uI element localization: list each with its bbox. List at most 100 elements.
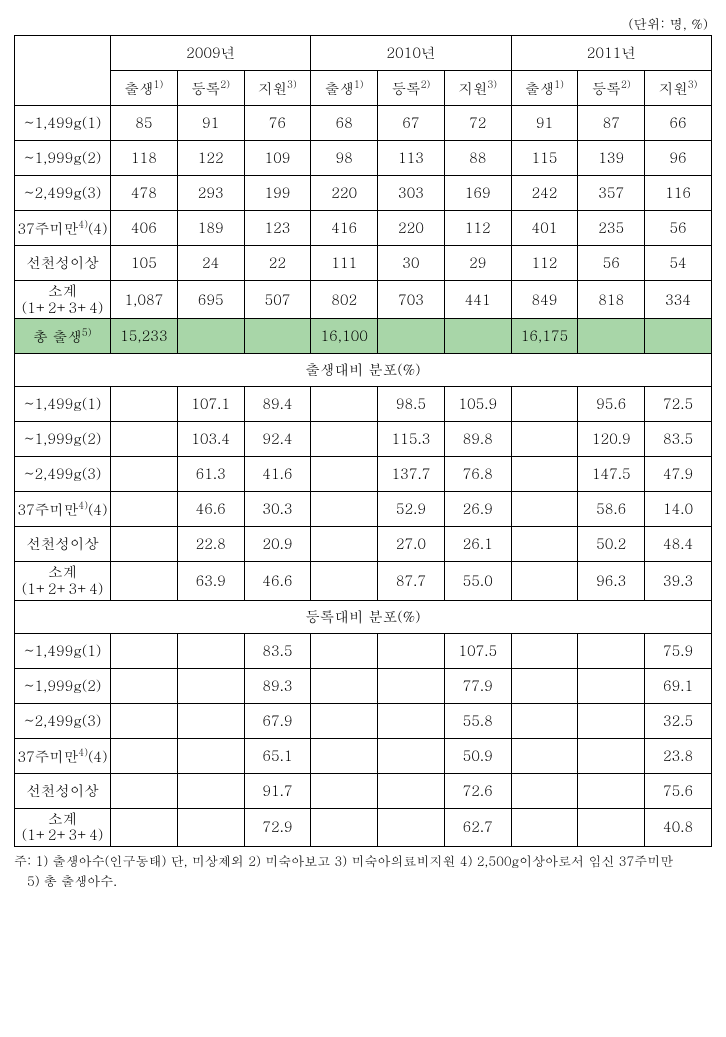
- footnote-line: 5) 총 출생아수.: [27, 871, 117, 890]
- cell: 189: [177, 211, 244, 246]
- cell: 41.6: [244, 457, 311, 492]
- table-row: ~2,499g(3) 61.3 41.6 137.7 76.8 147.5 47…: [15, 457, 712, 492]
- col-reg: 등록2): [378, 71, 445, 106]
- cell: [311, 633, 378, 668]
- cell: [378, 668, 445, 703]
- header-year: 2011년: [511, 36, 711, 71]
- cell: 112: [444, 211, 511, 246]
- cell: 92.4: [244, 422, 311, 457]
- cell: 76: [244, 106, 311, 141]
- header-year: 2009년: [111, 36, 311, 71]
- cell: 72: [444, 106, 511, 141]
- cell: [177, 668, 244, 703]
- cell: 72.5: [645, 387, 712, 422]
- cell: 147.5: [578, 457, 645, 492]
- col-sup: 지원3): [244, 71, 311, 106]
- table-row: 선천성이상 91.7 72.6 75.6: [15, 773, 712, 808]
- row-label: 선천성이상: [15, 773, 111, 808]
- cell: 26.9: [444, 492, 511, 527]
- row-label: ~2,499g(3): [15, 457, 111, 492]
- cell: 169: [444, 176, 511, 211]
- cell: [177, 773, 244, 808]
- header-year: 2010년: [311, 36, 511, 71]
- cell: 69.1: [645, 668, 712, 703]
- cell: 695: [177, 281, 244, 319]
- cell: 139: [578, 141, 645, 176]
- cell: 67: [378, 106, 445, 141]
- cell: 58.6: [578, 492, 645, 527]
- cell: 818: [578, 281, 645, 319]
- cell: 849: [511, 281, 578, 319]
- cell: 91: [511, 106, 578, 141]
- cell: 85: [111, 106, 178, 141]
- col-birth: 출생1): [311, 71, 378, 106]
- cell: [311, 457, 378, 492]
- cell: 478: [111, 176, 178, 211]
- cell: [177, 633, 244, 668]
- row-label: 37주미만4)(4): [15, 492, 111, 527]
- cell: 55.0: [444, 562, 511, 600]
- header-row-sub: 출생1) 등록2) 지원3) 출생1) 등록2) 지원3) 출생1) 등록2) …: [15, 71, 712, 106]
- cell: [311, 808, 378, 846]
- cell: 14.0: [645, 492, 712, 527]
- cell: [578, 668, 645, 703]
- cell: [111, 668, 178, 703]
- cell: 105.9: [444, 387, 511, 422]
- cell: [378, 319, 445, 354]
- row-label: 소계(1+2+3+4): [15, 562, 111, 600]
- cell: 75.6: [645, 773, 712, 808]
- cell: 83.5: [645, 422, 712, 457]
- cell: 103.4: [177, 422, 244, 457]
- cell: 54: [645, 246, 712, 281]
- cell: 24: [177, 246, 244, 281]
- cell: [578, 773, 645, 808]
- cell: [244, 319, 311, 354]
- cell: [578, 319, 645, 354]
- cell: [511, 633, 578, 668]
- row-label: 총 출생5): [15, 319, 111, 354]
- section-title: 등록대비 분포(%): [15, 600, 712, 633]
- cell: [578, 703, 645, 738]
- cell: [511, 808, 578, 846]
- cell: 89.8: [444, 422, 511, 457]
- cell: 120.9: [578, 422, 645, 457]
- table-row: 선천성이상 105 24 22 111 30 29 112 56 54: [15, 246, 712, 281]
- cell: 87: [578, 106, 645, 141]
- cell: [511, 738, 578, 773]
- header-empty: [15, 36, 111, 106]
- cell: 122: [177, 141, 244, 176]
- cell: 16,100: [311, 319, 378, 354]
- cell: 123: [244, 211, 311, 246]
- cell: 83.5: [244, 633, 311, 668]
- cell: 55.8: [444, 703, 511, 738]
- col-birth: 출생1): [511, 71, 578, 106]
- cell: 113: [378, 141, 445, 176]
- cell: 39.3: [645, 562, 712, 600]
- cell: [444, 319, 511, 354]
- cell: 235: [578, 211, 645, 246]
- cell: 441: [444, 281, 511, 319]
- unit-note: (단위: 명, %): [14, 14, 712, 33]
- cell: 23.8: [645, 738, 712, 773]
- row-label: ~1,999g(2): [15, 668, 111, 703]
- cell: 62.7: [444, 808, 511, 846]
- cell: 111: [311, 246, 378, 281]
- cell: 88: [444, 141, 511, 176]
- cell: 67.9: [244, 703, 311, 738]
- cell: 72.6: [444, 773, 511, 808]
- cell: [311, 492, 378, 527]
- cell: 357: [578, 176, 645, 211]
- cell: [311, 668, 378, 703]
- cell: 91.7: [244, 773, 311, 808]
- cell: [645, 319, 712, 354]
- cell: 30.3: [244, 492, 311, 527]
- cell: [111, 738, 178, 773]
- table-row: 소계(1+2+3+4) 63.9 46.6 87.7 55.0 96.3 39.…: [15, 562, 712, 600]
- cell: 95.6: [578, 387, 645, 422]
- cell: 96: [645, 141, 712, 176]
- cell: 703: [378, 281, 445, 319]
- cell: [578, 633, 645, 668]
- row-label: 선천성이상: [15, 527, 111, 562]
- cell: [111, 527, 178, 562]
- cell: 1,087: [111, 281, 178, 319]
